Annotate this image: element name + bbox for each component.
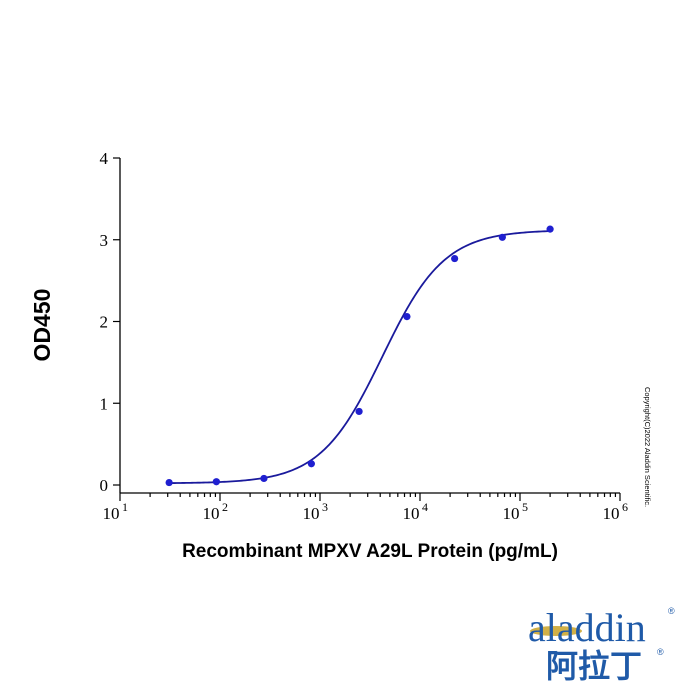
logo-registered-mark-cn: ® <box>657 647 664 657</box>
data-point <box>451 254 459 263</box>
x-tick-label: 10 <box>203 504 220 523</box>
data-point <box>212 478 220 486</box>
data-points <box>165 225 554 487</box>
logo-chinese: 阿拉丁 <box>546 647 642 685</box>
data-point <box>165 478 173 487</box>
data-point <box>307 460 315 468</box>
x-tick-label: 10 <box>303 504 320 523</box>
y-tick-label: 1 <box>100 394 109 413</box>
aladdin-logo: aladdin ® 阿拉丁 ® <box>528 605 675 685</box>
y-tick-label: 3 <box>100 231 109 250</box>
logo-registered-mark: ® <box>668 606 675 616</box>
x-tick-label: 10 <box>503 504 520 523</box>
data-point <box>546 225 554 233</box>
x-tick-exponent: 4 <box>422 500 428 514</box>
x-tick-label: 10 <box>403 504 420 523</box>
y-axis-label: OD450 <box>29 289 55 362</box>
y-tick-label: 4 <box>100 149 109 168</box>
y-axis-ticks: 0 1 2 3 4 <box>100 149 120 495</box>
x-tick-exponent: 2 <box>222 500 228 514</box>
x-axis-ticks: 10 1 10 2 10 3 10 4 10 5 10 6 <box>103 493 628 523</box>
y-tick-label: 0 <box>100 476 109 495</box>
fit-curve <box>169 230 551 484</box>
data-point <box>403 312 411 321</box>
logo-wordmark: aladdin <box>528 605 646 650</box>
x-tick-label: 10 <box>103 504 120 523</box>
x-tick-exponent: 6 <box>622 500 628 514</box>
x-tick-label: 10 <box>603 504 620 523</box>
x-tick-exponent: 1 <box>122 500 128 514</box>
data-point <box>355 407 363 416</box>
logo-accent-swoosh <box>530 626 582 636</box>
axes <box>119 158 620 494</box>
x-tick-exponent: 3 <box>322 500 328 514</box>
data-point <box>498 233 506 241</box>
x-axis-label: Recombinant MPXV A29L Protein (pg/mL) <box>182 541 558 562</box>
y-tick-label: 2 <box>100 313 109 332</box>
data-point <box>260 474 268 483</box>
x-tick-exponent: 5 <box>522 500 528 514</box>
copyright-text: Copyright(C)2022 Aladdin Scientific. <box>643 387 652 507</box>
